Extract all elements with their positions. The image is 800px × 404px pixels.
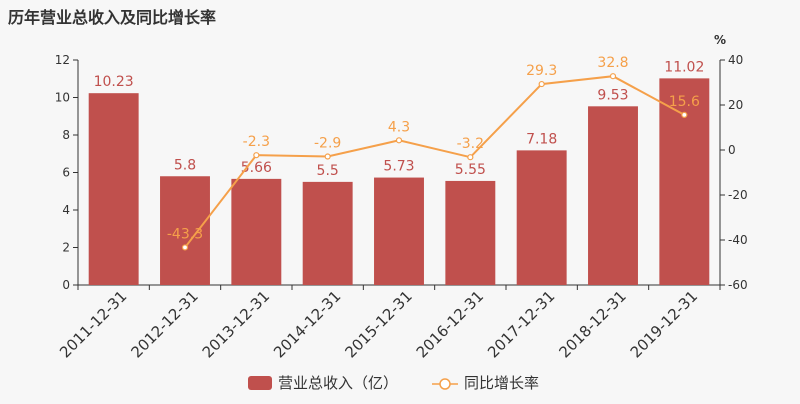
line-value-label: -43.3 [167,226,203,242]
bar [302,181,353,285]
bar-value-label: 5.73 [383,159,414,175]
y-right-tick-label: -60 [728,278,748,292]
y-right-tick-label: -40 [728,233,748,247]
bar [374,177,424,285]
bar-value-label: 10.23 [94,74,134,90]
y-right-tick-label: 40 [728,53,743,67]
y-left-tick-label: 2 [62,241,70,255]
x-tick-label: 2014-12-31 [270,287,344,361]
line-value-label: 15.6 [669,94,700,110]
y-right-tick-label: -20 [728,188,748,202]
x-tick-label: 2013-12-31 [199,287,273,361]
line-value-label: 29.3 [526,63,557,79]
y-left-tick-label: 0 [62,278,70,292]
bar [231,178,282,285]
x-tick-label: 2015-12-31 [341,287,415,361]
bar-value-label: 9.53 [597,87,628,103]
bar [516,150,567,285]
y-left-tick-label: 12 [55,53,70,67]
line-value-label: 4.3 [388,119,410,135]
line-point [681,111,688,119]
y-left-tick-label: 4 [62,203,70,217]
bar [88,93,139,285]
line-value-label: -3.2 [457,136,484,152]
x-tick-label: 2011-12-31 [56,287,130,361]
y-left-tick-label: 6 [62,166,70,180]
y-right-tick-label: 0 [728,143,736,157]
line-point [324,153,331,160]
line-point [253,152,260,159]
y-right-unit: % [714,33,726,47]
x-tick-label: 2012-12-31 [127,287,201,361]
line-point [181,244,189,251]
x-tick-label: 2016-12-31 [413,287,487,361]
y-right-tick-label: 20 [728,98,743,112]
x-tick-label: 2018-12-31 [555,287,629,361]
line-point [395,137,403,144]
bar-value-label: 11.02 [664,59,704,75]
bar [160,176,210,285]
chart-title: 历年营业总收入及同比增长率 [8,8,217,27]
line-point [538,80,545,88]
line-point [467,154,474,161]
x-tick-label: 2019-12-31 [627,287,701,361]
bar-value-label: 5.55 [455,162,486,178]
line-value-label: 32.8 [597,55,628,71]
bar-value-label: 5.8 [174,157,196,173]
y-left-tick-label: 10 [55,91,70,105]
legend-line-marker [439,378,451,390]
x-tick-label: 2017-12-31 [484,287,558,361]
line-point [609,73,617,80]
legend-line-label: 同比增长率 [464,374,539,392]
bar [445,180,496,285]
bar-value-label: 5.5 [317,163,339,179]
legend-bar-label: 营业总收入（亿） [278,374,398,392]
bar [588,106,638,285]
line-value-label: -2.9 [314,136,341,152]
line-value-label: -2.3 [243,134,270,150]
y-left-tick-label: 8 [62,128,70,142]
bar-value-label: 7.18 [526,131,557,147]
legend-bar-swatch [248,376,272,390]
growth-line [184,75,685,249]
